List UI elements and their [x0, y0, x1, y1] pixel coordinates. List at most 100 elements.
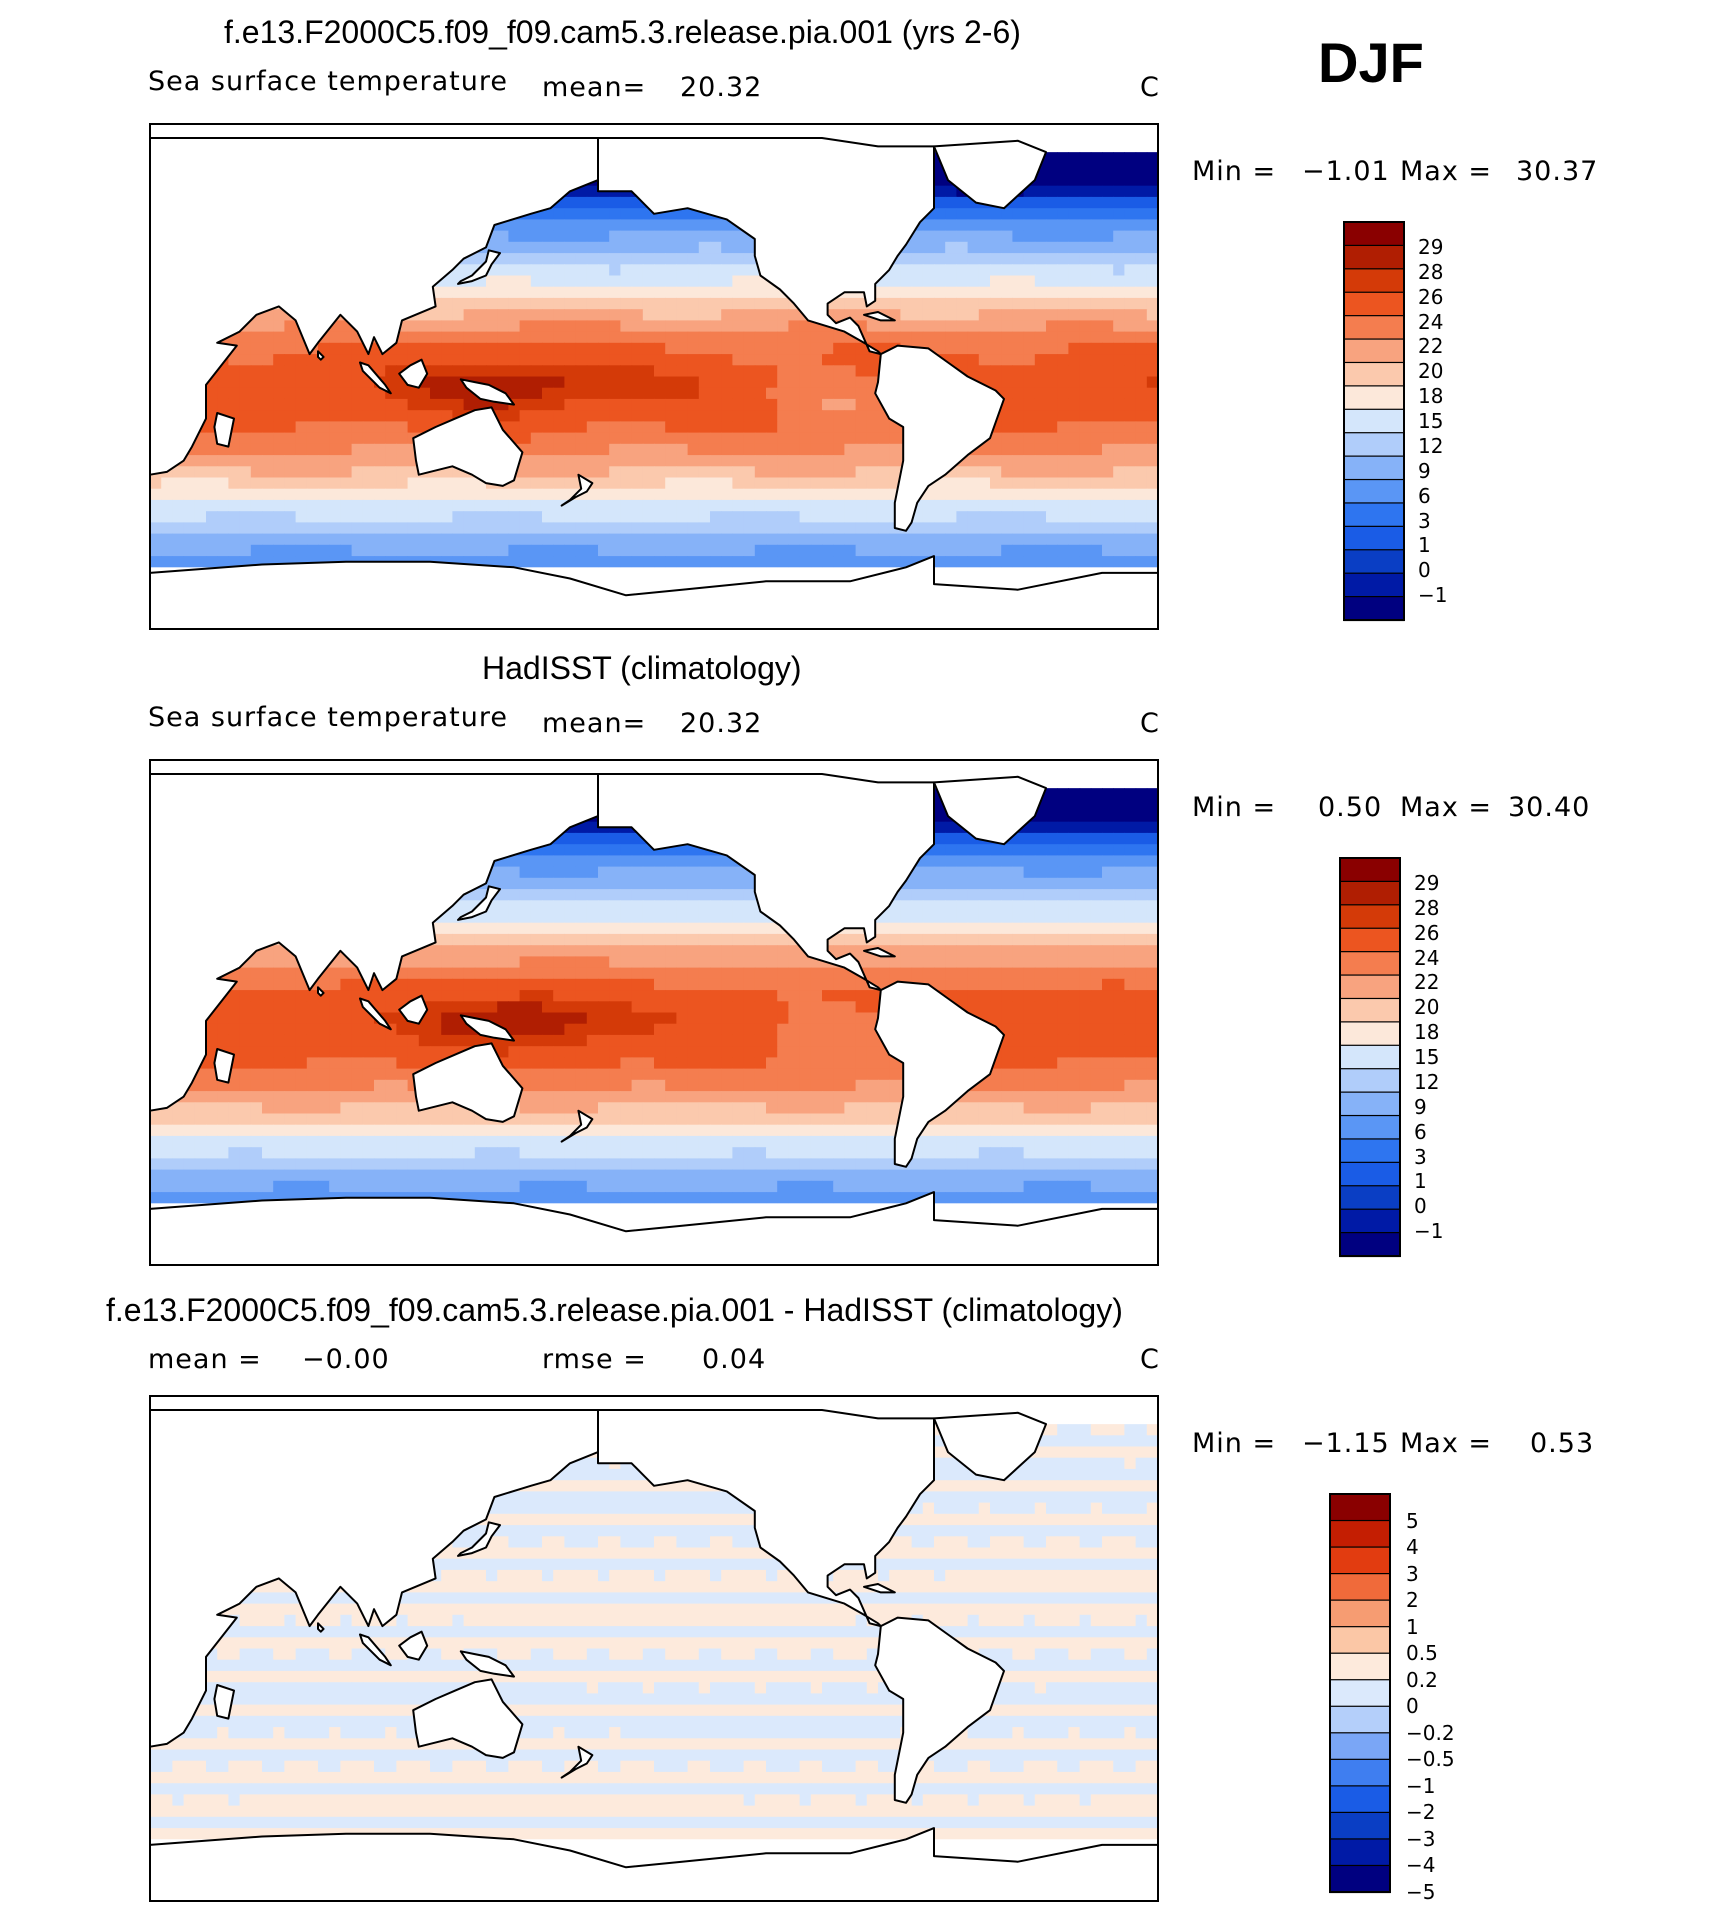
panel-3-rmse-label: rmse =: [542, 1344, 647, 1375]
colorbar-box: [1343, 502, 1405, 528]
panel-1-map: [149, 123, 1159, 630]
colorbar-box: [1343, 478, 1405, 505]
coastlines: [149, 137, 1159, 630]
sri-lanka-island: [317, 350, 325, 361]
panel-3-rmse-value: 0.04: [702, 1344, 767, 1375]
panel-1-min-label: Min =: [1192, 156, 1277, 187]
colorbar-box: [1339, 1138, 1401, 1164]
colorbar-box: [1329, 1838, 1391, 1867]
colorbar-box: [1343, 291, 1405, 317]
south-america-landmass: [874, 344, 1005, 532]
season-label: DJF: [1318, 31, 1424, 94]
panel-1-mean-label: mean=: [542, 72, 647, 103]
map-frame: [149, 1395, 1159, 1902]
colorbar-box: [1339, 974, 1401, 1000]
borneo-island: [398, 358, 429, 389]
colorbar-box: [1329, 1546, 1391, 1575]
panel-2-units: C: [1140, 708, 1160, 739]
colorbar-tick-label: 26: [1414, 920, 1440, 945]
colorbar-box: [1343, 572, 1405, 598]
colorbar-tick-label: 15: [1418, 409, 1444, 433]
colorbar-tick-label: 2: [1406, 1588, 1419, 1613]
colorbar-tick-label: 20: [1414, 995, 1440, 1020]
sumatra-island: [359, 997, 392, 1031]
colorbar-box: [1343, 525, 1405, 551]
colorbar-box: [1343, 385, 1405, 411]
cuba-island: [863, 947, 896, 958]
colorbar-box: [1339, 904, 1401, 930]
colorbar-box: [1339, 1068, 1401, 1094]
colorbar-tick-label: 29: [1418, 234, 1444, 259]
colorbar-box: [1343, 408, 1405, 434]
colorbar-tick-label: 0.5: [1406, 1641, 1438, 1666]
colorbar-box: [1343, 244, 1405, 270]
coastlines: [149, 773, 1159, 1266]
panel-2-min-value: 0.50: [1318, 792, 1383, 823]
greenland-landmass: [933, 775, 1047, 846]
colorbar-box: [1339, 1021, 1401, 1047]
cuba-island: [863, 1583, 896, 1594]
borneo-island: [398, 1630, 429, 1661]
colorbar-box: [1343, 268, 1405, 294]
colorbar-tick-label: 22: [1418, 334, 1444, 359]
north-america-landmass: [597, 773, 935, 992]
colorbar-tick-label: 9: [1414, 1094, 1427, 1119]
colorbar-tick-label: 15: [1414, 1045, 1440, 1069]
colorbar-box: [1329, 1599, 1391, 1628]
colorbar-tick-label: 0: [1406, 1694, 1419, 1719]
panel-2-map: [149, 759, 1159, 1266]
colorbar-box: [1339, 1091, 1401, 1117]
australia-landmass: [412, 406, 524, 487]
colorbar-tick-label: 1: [1406, 1614, 1419, 1639]
colorbar-box: [1339, 1208, 1401, 1234]
colorbar-box: [1339, 997, 1401, 1023]
colorbar-box: [1329, 1758, 1391, 1787]
panel-3-min-value: −1.15: [1302, 1428, 1390, 1459]
panel-1-variable-label: Sea surface temperature: [148, 66, 508, 97]
colorbar-box: [1339, 880, 1401, 906]
colorbar-box: [1339, 927, 1401, 953]
colorbar-box: [1339, 951, 1401, 977]
south-america-landmass: [874, 1616, 1005, 1804]
north-america-landmass: [597, 137, 935, 356]
panel-2-mean-value: 20.32: [680, 708, 763, 739]
colorbar-box: [1339, 857, 1401, 883]
colorbar-box: [1343, 432, 1405, 458]
map-frame: [149, 123, 1159, 630]
colorbar-box: [1343, 455, 1405, 481]
map-frame: [149, 759, 1159, 1266]
colorbar-tick-label: 18: [1414, 1020, 1440, 1045]
colorbar-box: [1329, 1626, 1391, 1655]
new-zealand-islands: [560, 1109, 594, 1143]
panel-2-max-label: Max =: [1400, 792, 1493, 823]
colorbar-tick-label: 0.2: [1406, 1667, 1438, 1692]
colorbar-tick-label: −5: [1406, 1880, 1436, 1904]
colorbar-tick-label: −1: [1406, 1773, 1436, 1798]
greenland-landmass: [933, 1411, 1047, 1482]
colorbar-box: [1343, 595, 1405, 622]
colorbar-box: [1329, 1864, 1391, 1894]
colorbar-tick-label: 0: [1418, 558, 1431, 583]
colorbar-frame: [1339, 857, 1401, 1257]
panel-1-units: C: [1140, 72, 1160, 103]
colorbar-box: [1329, 1572, 1391, 1602]
panel-3-min-label: Min =: [1192, 1428, 1277, 1459]
colorbar-box: [1339, 1185, 1401, 1211]
colorbar-tick-label: 12: [1414, 1069, 1440, 1094]
new-guinea-island: [459, 1650, 515, 1678]
panel-1-mean-value: 20.32: [680, 72, 763, 103]
new-zealand-islands: [560, 1745, 594, 1779]
colorbar-tick-label: 4: [1406, 1535, 1419, 1560]
panel-3-mean-value: −0.00: [302, 1344, 390, 1375]
eurasia-africa-landmass: [149, 773, 599, 1112]
panel-2-max-value: 30.40: [1508, 792, 1591, 823]
colorbar-tick-label: −0.2: [1406, 1720, 1455, 1745]
colorbar-tick-label: 6: [1414, 1119, 1427, 1144]
japan-islands: [457, 1521, 501, 1557]
new-guinea-island: [459, 378, 515, 406]
colorbar-tick-label: −3: [1406, 1826, 1436, 1851]
eurasia-africa-landmass: [149, 137, 599, 476]
colorbar-tick-label: 5: [1406, 1508, 1419, 1533]
panel-3-max-label: Max =: [1400, 1428, 1493, 1459]
colorbar-tick-label: 24: [1414, 945, 1440, 970]
